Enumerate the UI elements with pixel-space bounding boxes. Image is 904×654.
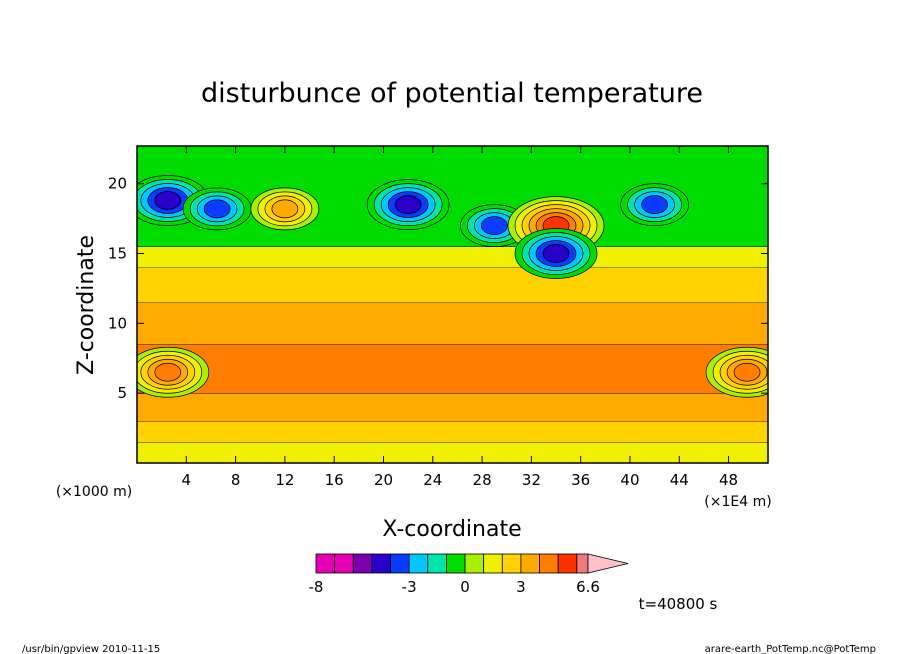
- contour-band-4: [137, 302, 768, 345]
- contour-band-5: [137, 267, 768, 303]
- x-tick-label: 28: [473, 471, 492, 489]
- x-tick-label: 24: [423, 471, 442, 489]
- plot-area: [137, 146, 768, 463]
- time-label: t=40800 s: [639, 595, 718, 613]
- x-tick-label: 16: [325, 471, 344, 489]
- colorbar-swatch: [576, 553, 589, 574]
- colorbar: [315, 553, 629, 574]
- colorbar-swatch: [427, 553, 447, 574]
- contour-ring: [481, 216, 508, 235]
- contour-minimum-0: [137, 175, 210, 226]
- y-axis-title: Z-coordinate: [74, 235, 99, 375]
- colorbar-swatch: [334, 553, 354, 574]
- contour-band-1: [137, 421, 768, 443]
- contour-minimum-6: [514, 228, 598, 279]
- contour-maximum-2: [250, 187, 320, 231]
- plot-frame: [136, 145, 769, 464]
- colorbar-swatch: [408, 553, 429, 574]
- x-tick-label: 44: [670, 471, 689, 489]
- colorbar-swatch: [539, 553, 559, 574]
- contour-band-2: [137, 393, 768, 422]
- colorbar-swatch: [315, 553, 336, 574]
- y-tick-label: 10: [108, 314, 127, 332]
- contour-band-0: [137, 442, 768, 463]
- y-tick-label: 20: [108, 175, 127, 193]
- contour-maximum-9: [705, 346, 768, 398]
- contour-minimum-3: [366, 179, 450, 231]
- contour-ring: [203, 199, 231, 219]
- contour-ring: [394, 195, 422, 215]
- colorbar-tick-label: 6.6: [576, 578, 600, 596]
- x-tick-label: 48: [719, 471, 738, 489]
- colorbar-tick-label: 0: [460, 578, 470, 596]
- x-tick-label: 36: [571, 471, 590, 489]
- colorbar-extend-arrow: [587, 553, 629, 574]
- colorbar-swatch: [390, 553, 410, 574]
- colorbar-swatch: [520, 553, 540, 574]
- colorbar-swatch: [464, 553, 485, 574]
- x-tick-label: 4: [182, 471, 192, 489]
- contour-band-6: [137, 246, 768, 268]
- colorbar-swatch: [557, 553, 578, 574]
- contour-maximum-8: [137, 346, 210, 398]
- y-tick-label: 15: [108, 245, 127, 263]
- colorbar-swatch: [352, 553, 373, 574]
- contour-ring: [542, 244, 570, 263]
- x-tick-label: 20: [374, 471, 393, 489]
- colorbar-swatch: [371, 553, 391, 574]
- colorbar-tick-label: -3: [402, 578, 417, 596]
- y-tick-label: 5: [117, 384, 127, 402]
- contour-features: [137, 175, 768, 398]
- x-tick-label: 32: [522, 471, 541, 489]
- x-tick-label: 12: [275, 471, 294, 489]
- contour-bands: [137, 146, 768, 463]
- contour-minimum-7: [620, 183, 689, 227]
- contour-band-3: [137, 344, 768, 394]
- x-tick-label: 8: [231, 471, 241, 489]
- colorbar-swatch: [483, 553, 503, 574]
- x-unit-right-label: (×1E4 m): [704, 494, 771, 510]
- colorbar-ticks: -8 -3 0 3 6.6: [309, 578, 600, 596]
- contour-ring: [733, 362, 761, 382]
- footer-right-text: arare-earth_PotTemp.nc@PotTemp: [705, 644, 876, 654]
- x-unit-left-label: (×1000 m): [56, 484, 132, 500]
- contour-ring: [271, 199, 299, 219]
- footer-left-text: /usr/bin/gpview 2010-11-15: [22, 644, 160, 654]
- colorbar-tick-label: 3: [516, 578, 526, 596]
- x-axis: 4 8 12 16 20 24 28 32 36 40 44 48: [182, 146, 738, 489]
- colorbar-swatch: [501, 553, 522, 574]
- chart-title: disturbunce of potential temperature: [201, 78, 703, 109]
- contour-minimum-1: [182, 187, 252, 231]
- contour-ring: [154, 191, 182, 210]
- y-axis: 5 10 15 20: [108, 175, 768, 402]
- x-tick-label: 40: [620, 471, 639, 489]
- x-axis-title: X-coordinate: [382, 517, 521, 542]
- contour-ring: [154, 362, 182, 382]
- contour-ring: [641, 195, 668, 215]
- colorbar-tick-label: -8: [309, 578, 324, 596]
- colorbar-swatch: [446, 553, 466, 574]
